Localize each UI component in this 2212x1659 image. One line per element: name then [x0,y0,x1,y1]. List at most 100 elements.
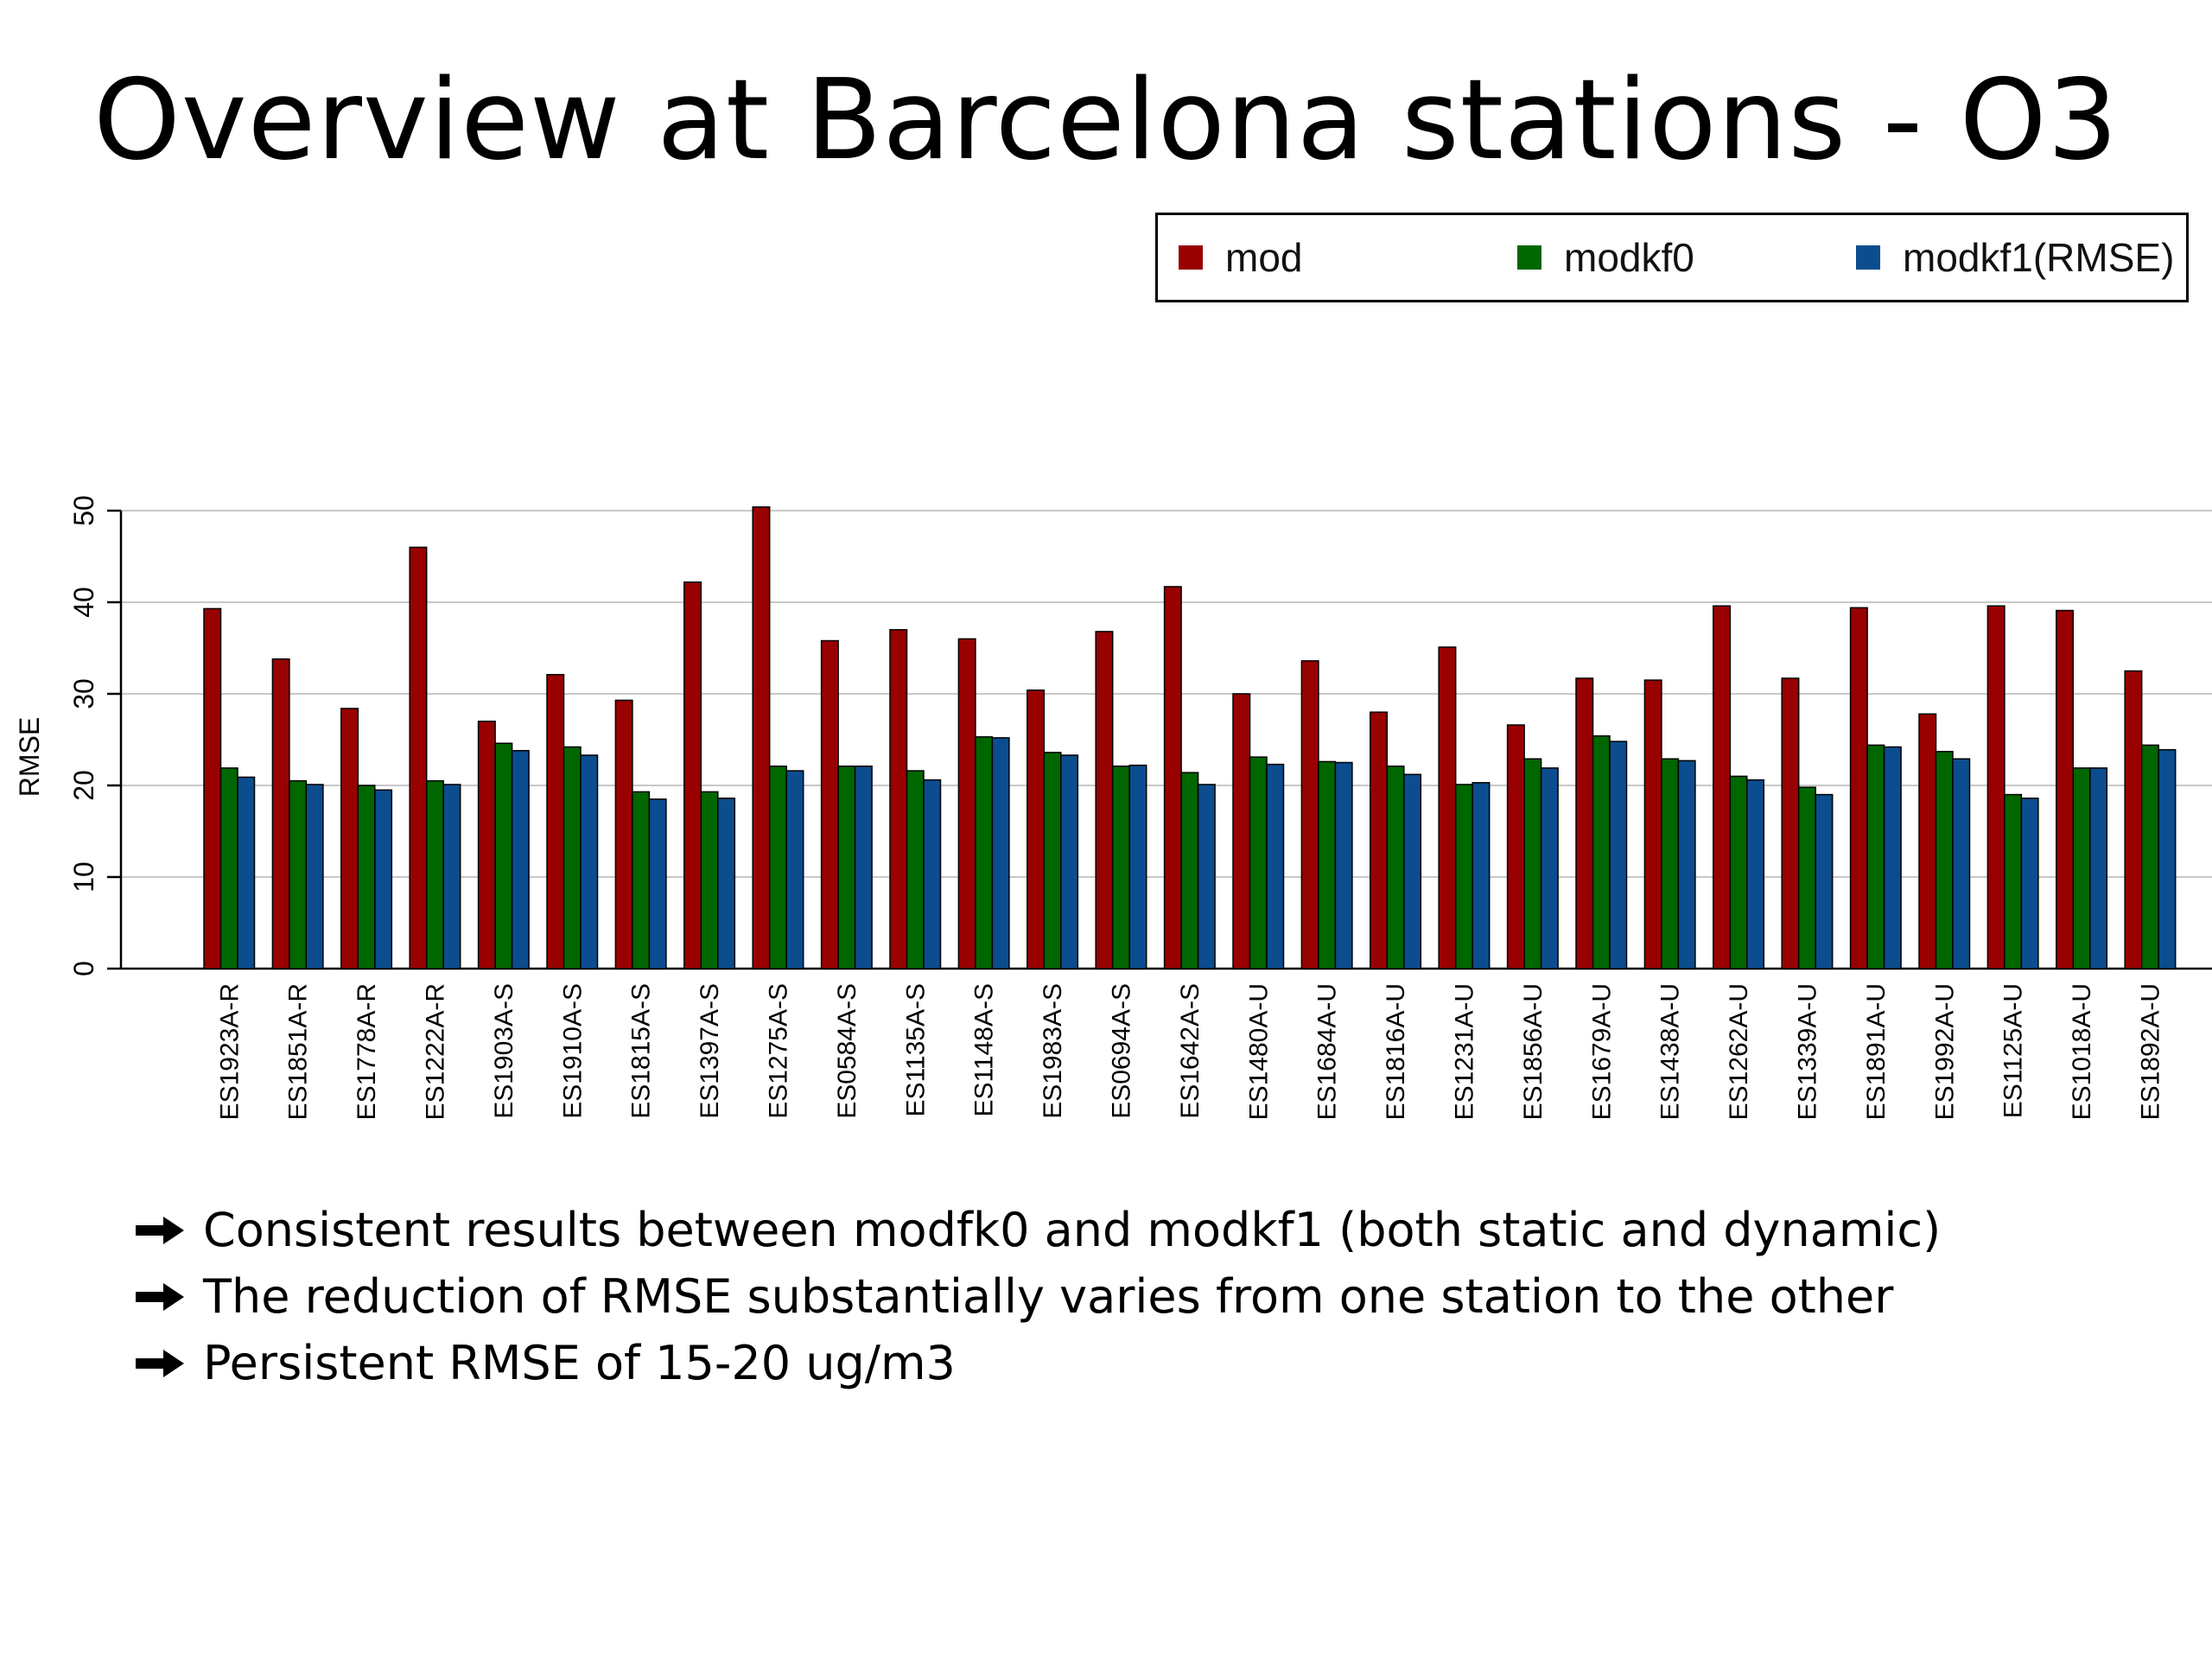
bar-mod [752,506,771,969]
bar-modkf1rmse [717,798,736,969]
bar-mod [2124,670,2143,969]
x-tick-label: ES1910A-S [558,983,587,1119]
x-tick-label: ES1679A-U [1587,983,1616,1120]
bar-modkf0 [1592,735,1611,969]
bar-mod [1438,646,1457,969]
y-tick-label: 20 [68,770,99,801]
bar-modkf1rmse [2020,798,2039,969]
bar-modkf1rmse [785,770,804,969]
bar-mod [477,721,496,969]
bar-modkf1rmse [1128,764,1147,969]
bar-mod [2056,609,2075,969]
arrow-right-icon [136,1282,184,1311]
x-tick-label: ES1856A-U [1519,983,1548,1120]
bullet-list: Consistent results between modfk0 and mo… [134,1197,1941,1396]
bar-modkf1rmse [2089,767,2108,969]
x-tick-label: ES1778A-R [353,983,381,1120]
bar-modkf1rmse [1403,773,1422,969]
bar-mod [1027,690,1046,969]
x-tick-label: ES1891A-U [1862,983,1891,1120]
bar-mod [957,638,976,969]
x-tick-label: ES1231A-U [1450,983,1478,1120]
x-tick-label: ES1851A-R [284,983,313,1120]
bar-mod [1849,607,1868,969]
legend-swatch-modkf1 [1856,245,1880,270]
bar-modkf1rmse [648,798,667,969]
bar-modkf0 [2072,767,2091,969]
bar-mod [546,673,565,969]
bar-modkf1rmse [2158,748,2177,969]
legend-item-mod: mod [1179,215,1302,300]
x-tick-label: ES1684A-U [1313,983,1342,1120]
x-tick-label: ES1397A-S [696,983,724,1119]
y-tick-label: 50 [68,495,99,526]
chart-legend: mod modkf0 modkf1(RMSE) [1155,213,2189,302]
bar-modkf0 [1866,744,1885,969]
bar-modkf1rmse [1746,779,1765,969]
legend-label-mod: mod [1225,235,1303,280]
y-tick-label: 30 [68,678,99,709]
bar-modkf0 [1454,784,1473,969]
x-tick-label: ES1816A-U [1382,983,1410,1120]
bar-mod [1506,724,1525,969]
bar-mod [614,699,633,969]
y-tick-label: 0 [68,961,99,976]
legend-swatch-mod [1179,245,1203,270]
bar-mod [683,581,702,969]
x-tick-label: ES0694A-S [1107,983,1135,1119]
bar-modkf1rmse [1197,784,1216,969]
bar-modkf0 [357,785,376,969]
bar-modkf0 [1249,756,1268,969]
bar-mod [889,629,908,969]
bar-mod [1643,679,1662,969]
bar-modkf1rmse [511,749,530,969]
bullet-text: Consistent results between modfk0 and mo… [203,1203,1942,1257]
bar-modkf0 [632,791,651,969]
x-tick-label: ES1018A-U [2068,983,2096,1120]
bar-modkf1rmse [1471,782,1491,969]
slide-title: Overview at Barcelona stations - O3 [93,56,2119,185]
bar-mod [203,607,222,969]
legend-swatch-modkf0 [1517,245,1541,270]
bullet-text: The reduction of RMSE substantially vari… [203,1269,1894,1324]
x-tick-label: ES1125A-U [1999,983,2028,1118]
bar-modkf1rmse [991,737,1010,969]
legend-label-modkf0: modkf0 [1564,235,1694,280]
bar-modkf1rmse [442,784,461,969]
bar-mod [1163,586,1182,969]
bar-modkf0 [1318,760,1337,969]
x-tick-label: ES1903A-S [490,983,518,1119]
bar-modkf0 [289,779,308,969]
bar-modkf0 [219,767,238,969]
bar-modkf0 [1386,765,1405,969]
bar-mod [409,546,428,969]
x-tick-label: ES1438A-U [1656,983,1685,1120]
bar-mod [1232,693,1251,969]
bar-modkf0 [1180,772,1199,969]
bar-mod [271,658,290,969]
bar-modkf1rmse [854,765,873,969]
x-tick-label: ES1815A-S [627,983,656,1119]
bar-modkf0 [768,765,787,969]
bar-mod [1986,605,2005,969]
bar-modkf0 [1797,786,1816,969]
x-tick-label: ES1148A-S [970,983,999,1117]
x-tick-label: ES1275A-S [764,983,792,1119]
bar-modkf0 [1111,765,1130,969]
bar-modkf1rmse [580,754,599,969]
bar-modkf1rmse [237,776,256,969]
bullet-item: Consistent results between modfk0 and mo… [134,1197,1941,1263]
bar-modkf1rmse [1952,758,1971,969]
bar-modkf0 [837,765,856,969]
bar-modkf1rmse [1677,760,1696,969]
bar-modkf1rmse [1266,763,1285,969]
bullet-item: The reduction of RMSE substantially vari… [134,1263,1941,1330]
bar-modkf0 [494,742,513,969]
bar-mod [1300,660,1319,969]
x-tick-label: ES1262A-U [1725,983,1753,1120]
bar-modkf1rmse [1334,761,1353,969]
bar-modkf0 [906,770,925,969]
bar-mod [1370,711,1389,969]
legend-item-modkf0: modkf0 [1517,215,1694,300]
bar-modkf0 [563,746,582,969]
